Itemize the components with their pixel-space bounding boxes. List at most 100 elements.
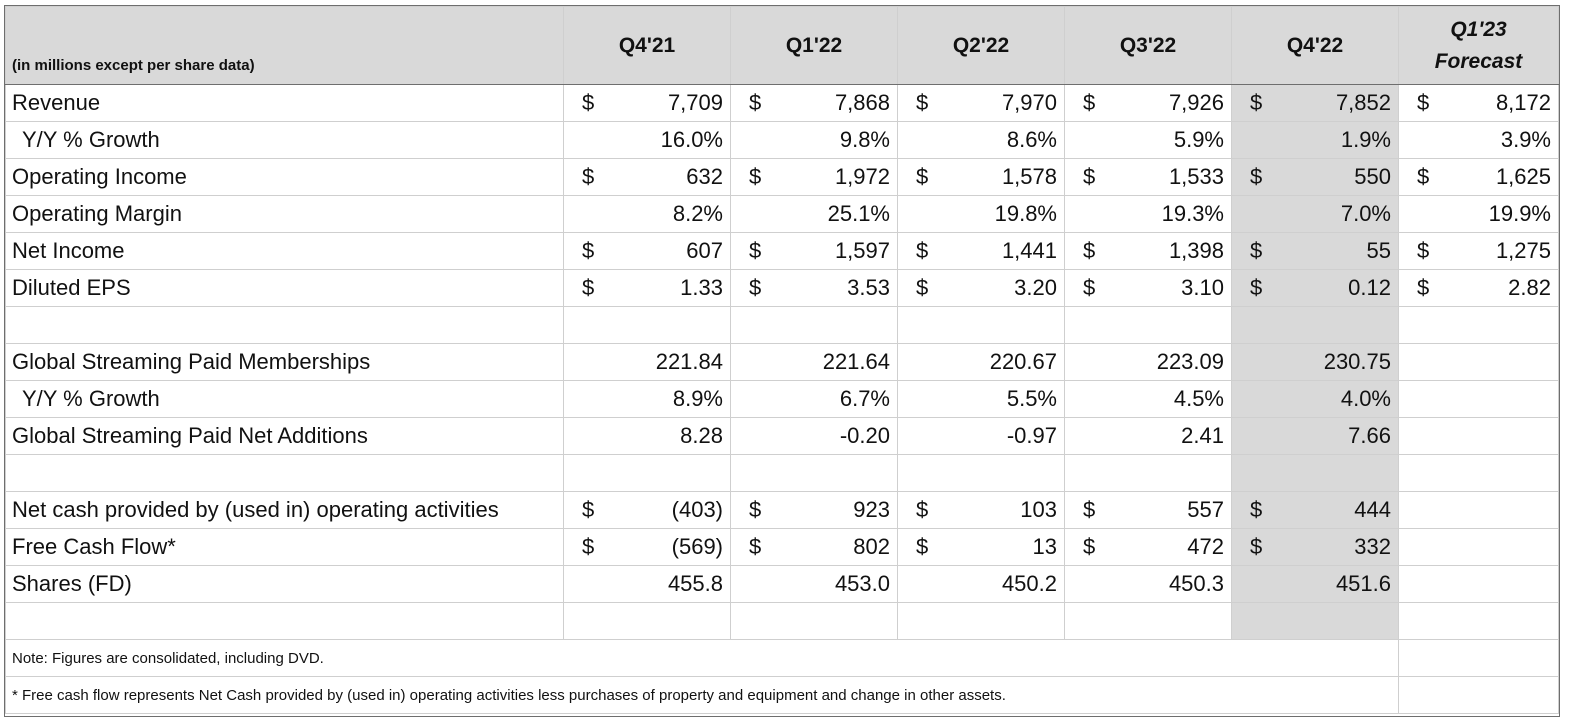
value-cell: -0.97 [897,417,1065,455]
row-label: Revenue [5,84,564,122]
cell-content: 2.41 [1066,419,1231,454]
cell-value: 455.8 [667,571,723,596]
value-cell: $13 [897,528,1065,566]
currency-symbol: $ [1417,164,1430,189]
forecast-column-header: Q1'23 Forecast [1398,6,1559,85]
cell-value: 16.0% [660,127,723,152]
cell-content: $632 [565,160,730,195]
currency-symbol: $ [916,497,929,522]
empty-cell [897,602,1065,640]
cell-value: 8.2% [672,201,723,226]
cell-value: 451.6 [1335,571,1391,596]
value-cell: 7.66 [1231,417,1399,455]
cell-value: 550 [1354,164,1391,189]
financial-summary-frame: (in millions except per share data) Q4'2… [4,5,1560,717]
cell-value: 19.9% [1488,201,1551,226]
cell-value: 8.28 [680,423,723,448]
empty-cell [730,602,898,640]
empty-cell [1398,306,1559,344]
cell-content: $7,868 [732,86,897,121]
value-cell: 451.6 [1231,565,1399,603]
value-cell [1398,417,1559,455]
cell-value: 221.84 [655,349,723,374]
cell-value: 3.20 [1014,275,1057,300]
row-label: Shares (FD) [5,565,564,603]
value-cell: 5.9% [1064,121,1232,159]
spacer-row [5,454,1559,492]
cell-value: 1,625 [1495,164,1551,189]
cell-value: 7.66 [1348,423,1391,448]
currency-symbol: $ [1250,497,1263,522]
cell-value: 2.82 [1508,275,1551,300]
value-cell: $3.10 [1064,269,1232,307]
value-cell: 221.64 [730,343,898,381]
cell-value: 8.9% [672,386,723,411]
value-cell: $444 [1231,491,1399,529]
cell-content: $7,709 [565,86,730,121]
value-cell: 450.3 [1064,565,1232,603]
value-cell: 16.0% [563,121,731,159]
cell-value: 5.9% [1173,127,1224,152]
fcf-footnote: * Free cash flow represents Net Cash pro… [5,676,1399,714]
empty-cell [1231,454,1399,492]
table-row: Revenue $7,709 $7,868 $7,970 $7,926 $7,852 $8,… [5,84,1559,122]
cell-value: 230.75 [1323,349,1391,374]
table-row: Net cash provided by (used in) operating… [5,491,1559,529]
column-header: Q1'22 [730,6,898,85]
units-note: (in millions except per share data) [5,6,564,85]
cell-value: 923 [853,497,890,522]
cell-content: 453.0 [732,567,897,602]
table-row: Global Streaming Paid Net Additions 8.28 -… [5,417,1559,455]
row-label: Y/Y % Growth [5,380,564,418]
cell-content: 1.9% [1233,123,1398,158]
value-cell: $1,533 [1064,158,1232,196]
table-row: Shares (FD) 455.8 453.0 450.2 450.3 451.6 [5,565,1559,603]
empty-cell [730,306,898,344]
value-cell: 4.5% [1064,380,1232,418]
currency-symbol: $ [916,275,929,300]
empty-cell [1064,306,1232,344]
value-cell [1398,491,1559,529]
empty-cell [1398,639,1559,677]
value-cell: $1,597 [730,232,898,270]
cell-value: 1.9% [1340,127,1391,152]
value-cell: 223.09 [1064,343,1232,381]
cell-content: 19.8% [899,197,1064,232]
cell-value: 7,868 [834,90,890,115]
cell-content: 25.1% [732,197,897,232]
cell-content: 455.8 [565,567,730,602]
cell-content: $3.20 [899,271,1064,306]
cell-content: $607 [565,234,730,269]
cell-content: 450.3 [1066,567,1231,602]
cell-content: 8.28 [565,419,730,454]
cell-value: 607 [686,238,723,263]
column-header: Q4'22 [1231,6,1399,85]
cell-content: $1,398 [1066,234,1231,269]
empty-cell [1398,676,1559,714]
value-cell: $ (403) [563,491,731,529]
value-cell: $607 [563,232,731,270]
value-cell: 7.0% [1231,195,1399,233]
cell-value: 1.33 [680,275,723,300]
cell-content: 6.7% [732,382,897,417]
financial-summary-table: (in millions except per share data) Q4'2… [5,6,1559,714]
empty-cell [5,306,564,344]
row-label: Operating Income [5,158,564,196]
cell-value: 7,970 [1001,90,1057,115]
table-row: Y/Y % Growth 16.0% 9.8% 8.6% 5.9% 1.9% 3.9% [5,121,1559,159]
value-cell: $ (569) [563,528,731,566]
cell-content: 16.0% [565,123,730,158]
cell-content: $2.82 [1400,271,1558,306]
empty-cell [1231,306,1399,344]
cell-content: $3.53 [732,271,897,306]
value-cell: $7,926 [1064,84,1232,122]
currency-symbol: $ [749,497,762,522]
empty-cell [1231,602,1399,640]
cell-content: $332 [1233,530,1398,565]
cell-value: 1,972 [834,164,890,189]
cell-value: 220.67 [989,349,1057,374]
cell-content: 223.09 [1066,345,1231,380]
cell-content: $8,172 [1400,86,1558,121]
cell-content: $802 [732,530,897,565]
cell-value: 19.3% [1161,201,1224,226]
